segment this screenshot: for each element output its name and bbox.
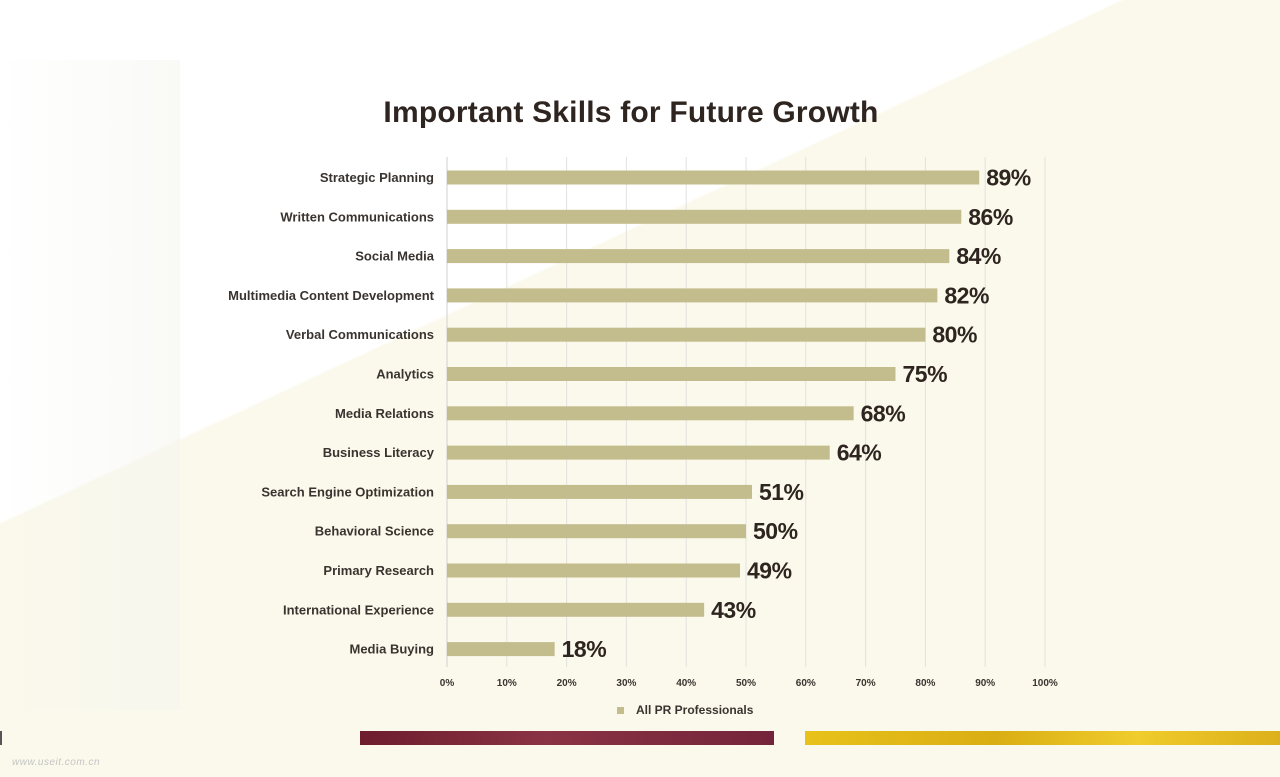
x-tick-label: 60% — [796, 678, 816, 689]
data-label: 51% — [759, 479, 804, 505]
data-label: 84% — [956, 243, 1001, 269]
data-label: 64% — [837, 440, 882, 466]
bar — [447, 524, 746, 539]
data-label: 89% — [986, 165, 1031, 191]
category-label: Business Literacy — [323, 445, 435, 460]
data-label: 86% — [968, 204, 1013, 230]
data-label: 68% — [861, 400, 906, 426]
data-label: 49% — [747, 558, 792, 584]
bar — [447, 327, 926, 342]
category-label: Media Relations — [335, 406, 434, 421]
x-tick-label: 50% — [736, 678, 756, 689]
decorative-band-red — [360, 731, 774, 745]
category-label: Verbal Communications — [286, 327, 434, 342]
data-label: 75% — [903, 361, 948, 387]
data-label: 80% — [932, 322, 977, 348]
category-label: Media Buying — [349, 642, 434, 657]
x-tick-label: 70% — [856, 678, 876, 689]
data-label: 50% — [753, 518, 798, 544]
x-tick-label: 90% — [975, 678, 995, 689]
watermark: www.useit.com.cn — [12, 757, 101, 768]
x-tick-label: 40% — [676, 678, 696, 689]
x-tick-label: 30% — [616, 678, 636, 689]
square-swatch-icon — [617, 706, 624, 714]
category-label: Search Engine Optimization — [261, 484, 434, 499]
data-label: 18% — [562, 636, 607, 662]
decorative-band-gold — [805, 731, 1280, 745]
bar — [447, 209, 962, 224]
category-label: Strategic Planning — [320, 170, 434, 185]
category-label: Multimedia Content Development — [228, 288, 435, 303]
data-label: 82% — [944, 282, 989, 308]
data-label: 43% — [711, 597, 756, 623]
category-label: Analytics — [376, 367, 434, 382]
bar — [447, 602, 705, 617]
x-tick-label: 100% — [1032, 678, 1058, 689]
category-label: Primary Research — [323, 563, 434, 578]
bar — [447, 406, 854, 421]
legend: All PR Professionals — [617, 703, 753, 717]
category-label: International Experience — [283, 602, 434, 617]
bar — [447, 367, 896, 381]
background-shade — [0, 60, 180, 710]
bar — [447, 642, 555, 657]
left-edge-mark — [0, 731, 2, 745]
x-tick-label: 80% — [915, 678, 935, 689]
x-tick-label: 20% — [557, 678, 577, 689]
category-label: Social Media — [355, 249, 435, 264]
bar — [447, 170, 980, 185]
category-label: Written Communications — [280, 209, 434, 224]
legend-label: All PR Professionals — [636, 703, 754, 717]
bar — [447, 563, 741, 578]
bar — [447, 445, 830, 460]
bar — [447, 249, 950, 264]
category-label: Behavioral Science — [315, 524, 434, 539]
x-tick-label: 0% — [440, 678, 455, 689]
chart-title: Important Skills for Future Growth — [383, 96, 879, 129]
x-tick-label: 10% — [497, 678, 517, 689]
bar — [447, 484, 752, 499]
bar — [447, 288, 938, 303]
